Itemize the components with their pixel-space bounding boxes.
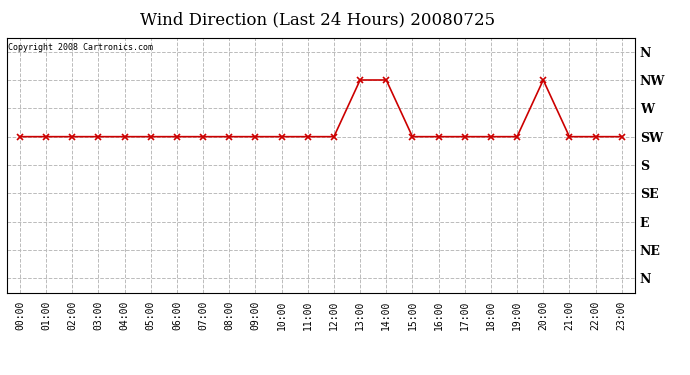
Text: Copyright 2008 Cartronics.com: Copyright 2008 Cartronics.com bbox=[8, 43, 153, 52]
Text: Wind Direction (Last 24 Hours) 20080725: Wind Direction (Last 24 Hours) 20080725 bbox=[140, 11, 495, 28]
